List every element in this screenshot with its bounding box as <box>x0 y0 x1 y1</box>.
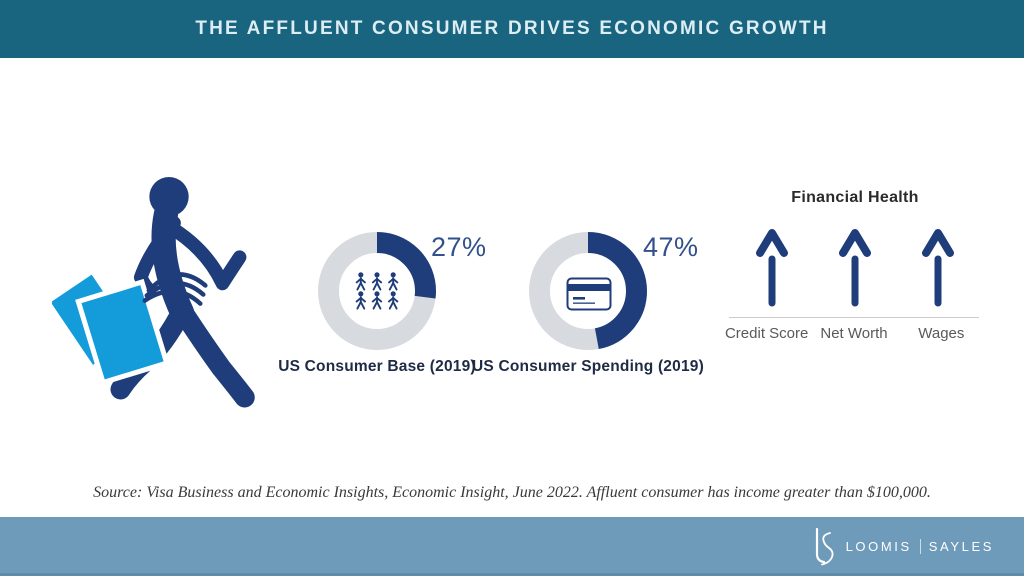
consumer-spending-percent: 47% <box>643 232 699 262</box>
shopping-bag-icon <box>52 267 170 386</box>
shopper-walking-icon <box>52 177 255 408</box>
donut-value-arc <box>318 232 436 350</box>
footer-bar: LOOMIS SAYLES <box>0 517 1024 576</box>
donut-chart-consumer-base <box>318 232 436 350</box>
consumer-spending-caption: US Consumer Spending (2019) <box>472 358 704 375</box>
ls-monogram-icon <box>815 527 834 565</box>
donut-value-arc <box>529 232 647 350</box>
source-note: Source: Visa Business and Economic Insig… <box>93 484 931 501</box>
footer-bottom-edge <box>0 573 1024 576</box>
donut-chart-consumer-spending <box>529 232 647 350</box>
arrow-up-icon <box>921 229 954 307</box>
brand-wordmark: LOOMIS SAYLES <box>846 539 994 554</box>
shopper-head <box>149 177 189 217</box>
financial-health-divider <box>729 317 979 318</box>
consumer-base-caption: US Consumer Base (2019) <box>278 358 476 375</box>
brand-divider <box>919 539 921 554</box>
consumer-base-percent: 27% <box>431 232 487 262</box>
arrow-up-icon <box>838 229 871 307</box>
bag-handles-icon <box>142 272 208 306</box>
net-worth-label: Net Worth <box>820 325 888 342</box>
brand-sayles: SAYLES <box>928 539 994 554</box>
loomis-sayles-logo: LOOMIS SAYLES <box>808 526 994 568</box>
brand-loomis: LOOMIS <box>845 539 912 554</box>
page-title: THE AFFLUENT CONSUMER DRIVES ECONOMIC GR… <box>195 18 829 39</box>
credit-score-label: Credit Score <box>724 325 809 342</box>
financial-health-title: Financial Health <box>791 189 919 206</box>
financial-health-labels: Credit Score Net Worth Wages <box>723 325 985 342</box>
wages-label: Wages <box>918 325 965 342</box>
credit-card-icon <box>566 277 612 311</box>
people-group-icon <box>355 271 399 310</box>
financial-health-arrows <box>731 228 979 312</box>
arrow-up-icon <box>756 229 789 307</box>
header-bar: THE AFFLUENT CONSUMER DRIVES ECONOMIC GR… <box>0 0 1024 58</box>
